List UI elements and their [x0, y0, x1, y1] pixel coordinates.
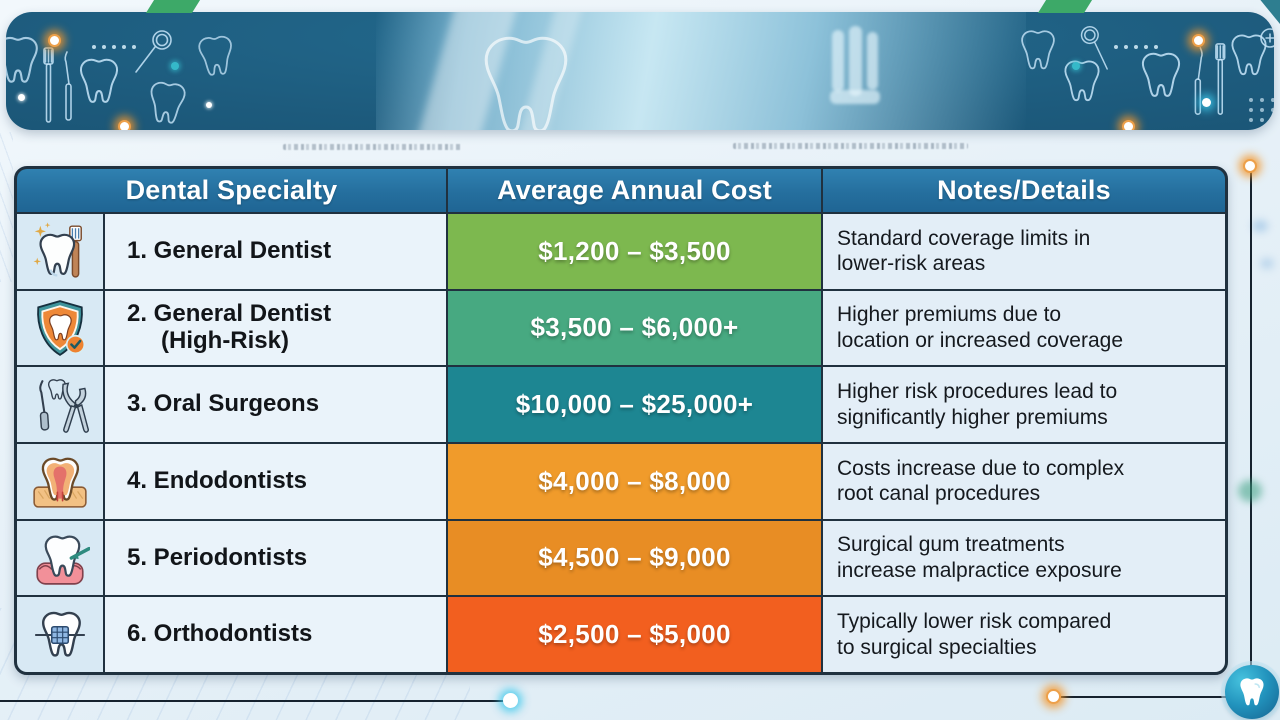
orange-glow-dot	[118, 120, 131, 130]
tooth-badge-icon	[1225, 665, 1279, 719]
specialty-text: 5. Periodontists	[127, 543, 308, 571]
notes-text: Costs increase due to complex root canal…	[823, 443, 1225, 519]
specialty-text: 3. Oral Surgeons	[127, 390, 320, 418]
tooth-outline-icon	[1064, 60, 1100, 102]
frame-line-right	[1250, 170, 1252, 690]
shield-tooth-check-icon	[17, 290, 103, 366]
notes-text: Surgical gum treatments increase malprac…	[823, 520, 1225, 596]
cost-value: $3,500 – $6,000+	[448, 290, 821, 366]
xray-background	[376, 12, 1026, 130]
dot-grid-decoration	[1249, 98, 1274, 122]
teal-dot	[1072, 62, 1080, 70]
dental-tools-icon	[1194, 43, 1226, 115]
tooth-outline-icon	[6, 36, 38, 83]
tooth-outline-icon	[147, 80, 187, 125]
soft-blob	[1260, 258, 1274, 269]
cost-value: $4,500 – $9,000	[448, 520, 821, 596]
tooth-gum-tool-icon	[17, 520, 103, 596]
cost-value: $4,000 – $8,000	[448, 443, 821, 519]
tooth-cross-section-icon	[17, 443, 103, 519]
tooth-plus-icon	[1231, 28, 1274, 76]
tooth-outline-icon	[1141, 52, 1181, 97]
green-accent-shape	[145, 0, 201, 13]
specialty-label: 6. Orthodontists	[105, 597, 446, 672]
frame-line-bottom-left	[0, 700, 510, 702]
col-header-specialty: Dental Specialty	[17, 169, 446, 212]
cost-value: $1,200 – $3,500	[448, 214, 821, 289]
specialty-text-line2: (High-Risk)	[161, 326, 289, 354]
specialty-label: 4. Endodontists	[105, 443, 446, 519]
specialty-label: 3. Oral Surgeons	[105, 367, 446, 442]
dental-mirror-icon	[1080, 26, 1108, 70]
dotted-line-decoration	[92, 36, 142, 54]
specialty-label: 5. Periodontists	[105, 520, 446, 596]
tooth-outline-icon	[197, 35, 235, 77]
specialty-text: 6. Orthodontists	[127, 620, 313, 648]
xray-tooth-root	[867, 32, 878, 90]
specialty-text: 2. General Dentist	[127, 300, 332, 328]
orange-glow-dot	[1192, 34, 1205, 47]
specialty-text: 4. Endodontists	[127, 466, 307, 494]
oral-surgery-forceps-icon	[17, 367, 103, 442]
specialty-text: 1. General Dentist	[127, 236, 332, 264]
col-header-notes: Notes/Details	[823, 169, 1225, 212]
cost-value: $10,000 – $25,000+	[448, 367, 821, 442]
frame-line-bottom-right	[1056, 696, 1228, 698]
notes-text: Higher premiums due to location or incre…	[823, 290, 1225, 366]
xray-tooth-crown	[830, 90, 880, 104]
orange-glow-dot	[1243, 159, 1257, 173]
cost-value: $2,500 – $5,000	[448, 597, 821, 672]
white-dot	[18, 94, 25, 101]
teal-dot	[171, 62, 179, 70]
micro-marks-decoration	[733, 143, 968, 149]
orange-glow-dot	[1122, 120, 1135, 130]
tooth-toothbrush-icon	[17, 214, 103, 289]
cyan-glow-dot	[1202, 98, 1211, 107]
green-accent-shape	[1037, 0, 1093, 13]
notes-text: Higher risk procedures lead to significa…	[823, 367, 1225, 442]
toothbrush-icon	[43, 47, 72, 123]
notes-text: Typically lower risk compared to surgica…	[823, 597, 1225, 672]
micro-marks-decoration	[283, 144, 463, 150]
orange-glow-dot	[1046, 689, 1061, 704]
hatch-decoration	[0, 132, 13, 282]
tooth-braces-icon	[17, 597, 103, 672]
xray-tooth-root	[849, 26, 862, 96]
notes-text: Standard coverage limits in lower-risk a…	[823, 214, 1225, 289]
orange-glow-dot	[48, 34, 61, 47]
specialty-label: 2. General Dentist (High-Risk)	[105, 290, 446, 366]
cyan-glow-dot	[503, 693, 518, 708]
cost-table: Dental Specialty Average Annual Cost Not…	[14, 166, 1228, 675]
specialty-label: 1. General Dentist	[105, 214, 446, 289]
tooth-outline-icon	[79, 58, 119, 103]
white-dot	[206, 102, 212, 108]
col-header-cost: Average Annual Cost	[448, 169, 821, 212]
teal-glow-blob	[1238, 480, 1262, 502]
soft-blob	[1252, 220, 1268, 232]
dotted-line-decoration	[1114, 36, 1164, 54]
xray-tooth-root	[832, 30, 844, 92]
header-banner	[6, 12, 1274, 130]
dental-mirror-icon	[135, 30, 172, 73]
